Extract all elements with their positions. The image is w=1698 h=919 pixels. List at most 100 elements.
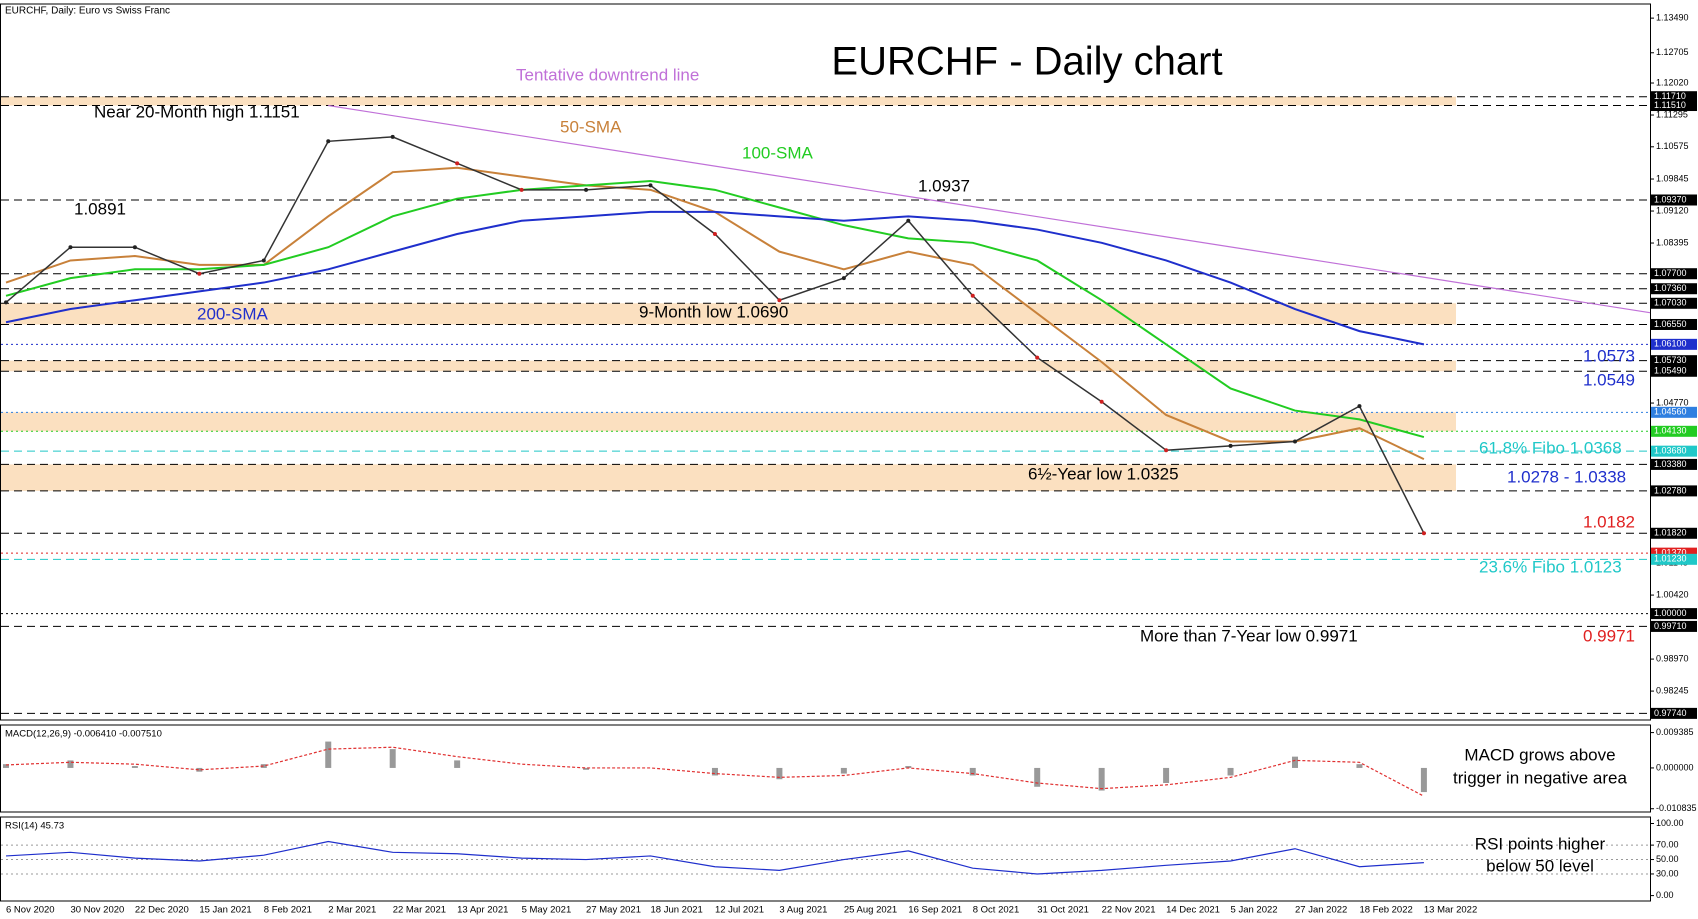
macd-bar bbox=[1227, 767, 1234, 776]
level-label: 0.97740 bbox=[1654, 708, 1687, 718]
x-tick-label: 18 Jun 2021 bbox=[651, 905, 703, 916]
price-point bbox=[1099, 399, 1104, 404]
level-label: 0.99710 bbox=[1654, 621, 1687, 631]
level-label-box bbox=[1651, 297, 1697, 309]
sma-line bbox=[5, 210, 1425, 346]
level-label: 1.09370 bbox=[1654, 194, 1687, 204]
price-point bbox=[970, 293, 975, 298]
level-label: 1.07360 bbox=[1654, 283, 1687, 293]
level-label: 1.01370 bbox=[1654, 548, 1687, 558]
level-label-box bbox=[1651, 445, 1697, 457]
level-label: 1.06550 bbox=[1654, 319, 1687, 329]
annotation: trigger in negative area bbox=[1453, 768, 1627, 787]
price-point bbox=[455, 161, 460, 166]
x-tick-label: 25 Aug 2021 bbox=[844, 905, 897, 916]
level-label-box bbox=[1651, 608, 1697, 620]
price-point bbox=[68, 245, 73, 250]
annotation: MACD grows above bbox=[1464, 745, 1615, 764]
price-point bbox=[906, 218, 911, 223]
level-label-box bbox=[1651, 485, 1697, 497]
price-point bbox=[1228, 443, 1233, 448]
zone bbox=[1, 464, 1456, 491]
macd-bar bbox=[1034, 767, 1041, 787]
y-tick-label: 70.00 bbox=[1656, 839, 1679, 849]
x-tick-label: 13 Apr 2021 bbox=[457, 905, 508, 916]
level-label-box bbox=[1651, 547, 1697, 559]
level-label-box bbox=[1651, 283, 1697, 295]
x-tick-label: 2 Mar 2021 bbox=[328, 905, 376, 916]
level-label-box bbox=[1651, 458, 1697, 470]
panel-frame bbox=[0, 816, 1651, 902]
macd-bar bbox=[389, 749, 396, 768]
x-tick-label: 14 Dec 2021 bbox=[1166, 905, 1220, 916]
price-point bbox=[1293, 439, 1297, 444]
x-tick-label: 31 Oct 2021 bbox=[1037, 905, 1089, 916]
level-label: 1.04130 bbox=[1654, 426, 1687, 436]
level-label: 1.01230 bbox=[1654, 554, 1687, 564]
annotation: Near 20-Month high 1.1151 bbox=[94, 102, 300, 121]
y-tick-label: -0.010835 bbox=[1656, 803, 1697, 813]
annotation: 23.6% Fibo 1.0123 bbox=[1479, 557, 1622, 576]
macd-bar bbox=[969, 767, 976, 776]
macd-bar bbox=[583, 767, 590, 770]
y-tick-label: 0.00 bbox=[1656, 890, 1674, 900]
panel-frame bbox=[0, 3, 1651, 721]
y-tick-label: 0.009385 bbox=[1656, 727, 1694, 737]
x-tick-label: 27 May 2021 bbox=[586, 905, 641, 916]
x-tick-label: 22 Nov 2021 bbox=[1102, 905, 1156, 916]
x-tick-label: 22 Dec 2020 bbox=[135, 905, 189, 916]
y-tick-label: 30.00 bbox=[1656, 868, 1679, 878]
trendline-label: Tentative downtrend line bbox=[516, 65, 699, 84]
level-label: 1.11510 bbox=[1654, 100, 1686, 110]
zone bbox=[1, 303, 1456, 325]
x-tick-label: 18 Feb 2022 bbox=[1359, 905, 1412, 916]
x-tick-label: 30 Nov 2020 bbox=[70, 905, 124, 916]
y-tick-label: 0.000000 bbox=[1656, 762, 1694, 772]
level-label-box bbox=[1651, 620, 1697, 632]
price-point bbox=[777, 298, 782, 303]
level-label-box bbox=[1651, 268, 1697, 280]
panel-frame bbox=[0, 724, 1651, 813]
chart-title: EURCHF - Daily chart bbox=[831, 40, 1222, 84]
annotation: 0.9971 bbox=[1583, 626, 1635, 645]
x-tick-label: 27 Jan 2022 bbox=[1295, 905, 1347, 916]
price-point bbox=[132, 245, 137, 250]
y-tick-label: 1.12705 bbox=[1656, 47, 1689, 57]
level-label: 1.05490 bbox=[1654, 366, 1687, 376]
annotation: 9-Month low 1.0690 bbox=[639, 302, 788, 321]
macd-bar bbox=[67, 760, 74, 768]
annotation: 1.0937 bbox=[918, 176, 970, 195]
macd-bar bbox=[1098, 767, 1105, 791]
macd-bar bbox=[131, 766, 138, 768]
trendline bbox=[328, 104, 1651, 314]
x-tick-label: 8 Oct 2021 bbox=[973, 905, 1019, 916]
level-label-box bbox=[1651, 100, 1697, 112]
macd-bar bbox=[1420, 767, 1427, 793]
level-label: 1.00000 bbox=[1654, 608, 1687, 618]
price-point bbox=[4, 300, 8, 305]
price-point bbox=[1035, 355, 1040, 360]
x-tick-label: 13 Mar 2022 bbox=[1424, 905, 1477, 916]
price-point bbox=[261, 258, 266, 263]
macd-bar bbox=[776, 767, 783, 780]
macd-bar bbox=[260, 764, 267, 768]
level-label-box bbox=[1651, 365, 1697, 377]
macd-bar bbox=[454, 760, 461, 768]
y-tick-label: 1.12020 bbox=[1656, 77, 1689, 87]
annotation: RSI points higher bbox=[1475, 834, 1606, 853]
y-tick-label: 1.13490 bbox=[1656, 13, 1689, 23]
price-point bbox=[390, 134, 395, 139]
sma-label: 200-SMA bbox=[197, 304, 269, 323]
zone bbox=[1, 96, 1456, 106]
annotation: More than 7-Year low 0.9971 bbox=[1140, 626, 1358, 645]
price-point bbox=[519, 187, 524, 192]
level-label-box bbox=[1651, 355, 1697, 367]
y-tick-label: 1.10575 bbox=[1656, 141, 1689, 151]
y-tick-label: 1.09845 bbox=[1656, 173, 1689, 183]
annotation: 61.8% Fibo 1.0368 bbox=[1479, 438, 1622, 457]
macd-bar bbox=[905, 766, 912, 768]
price-point bbox=[841, 276, 846, 281]
macd-bar bbox=[1356, 764, 1363, 768]
chart-subtitle: EURCHF, Daily: Euro vs Swiss Franc bbox=[5, 6, 170, 17]
level-label-box bbox=[1651, 425, 1697, 437]
